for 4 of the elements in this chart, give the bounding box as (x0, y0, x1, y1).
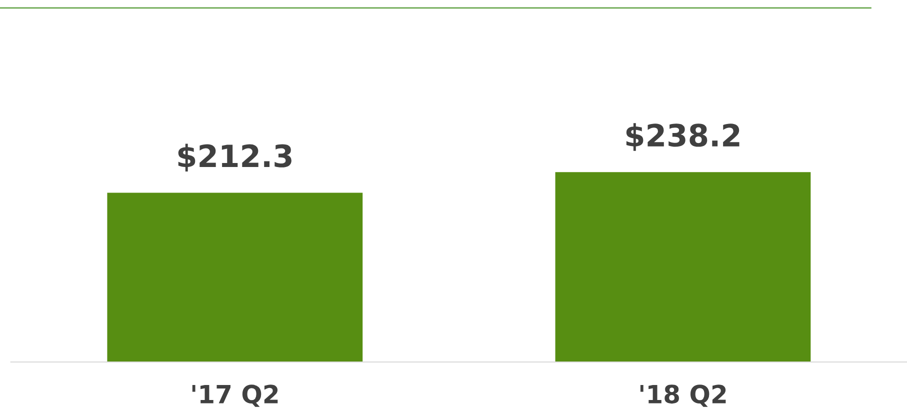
x-tick-label: '18 Q2 (640, 384, 726, 407)
x-tick-label: '17 Q2 (192, 384, 278, 407)
data-label: $238.2 (626, 123, 740, 151)
data-label: $212.3 (178, 144, 292, 172)
